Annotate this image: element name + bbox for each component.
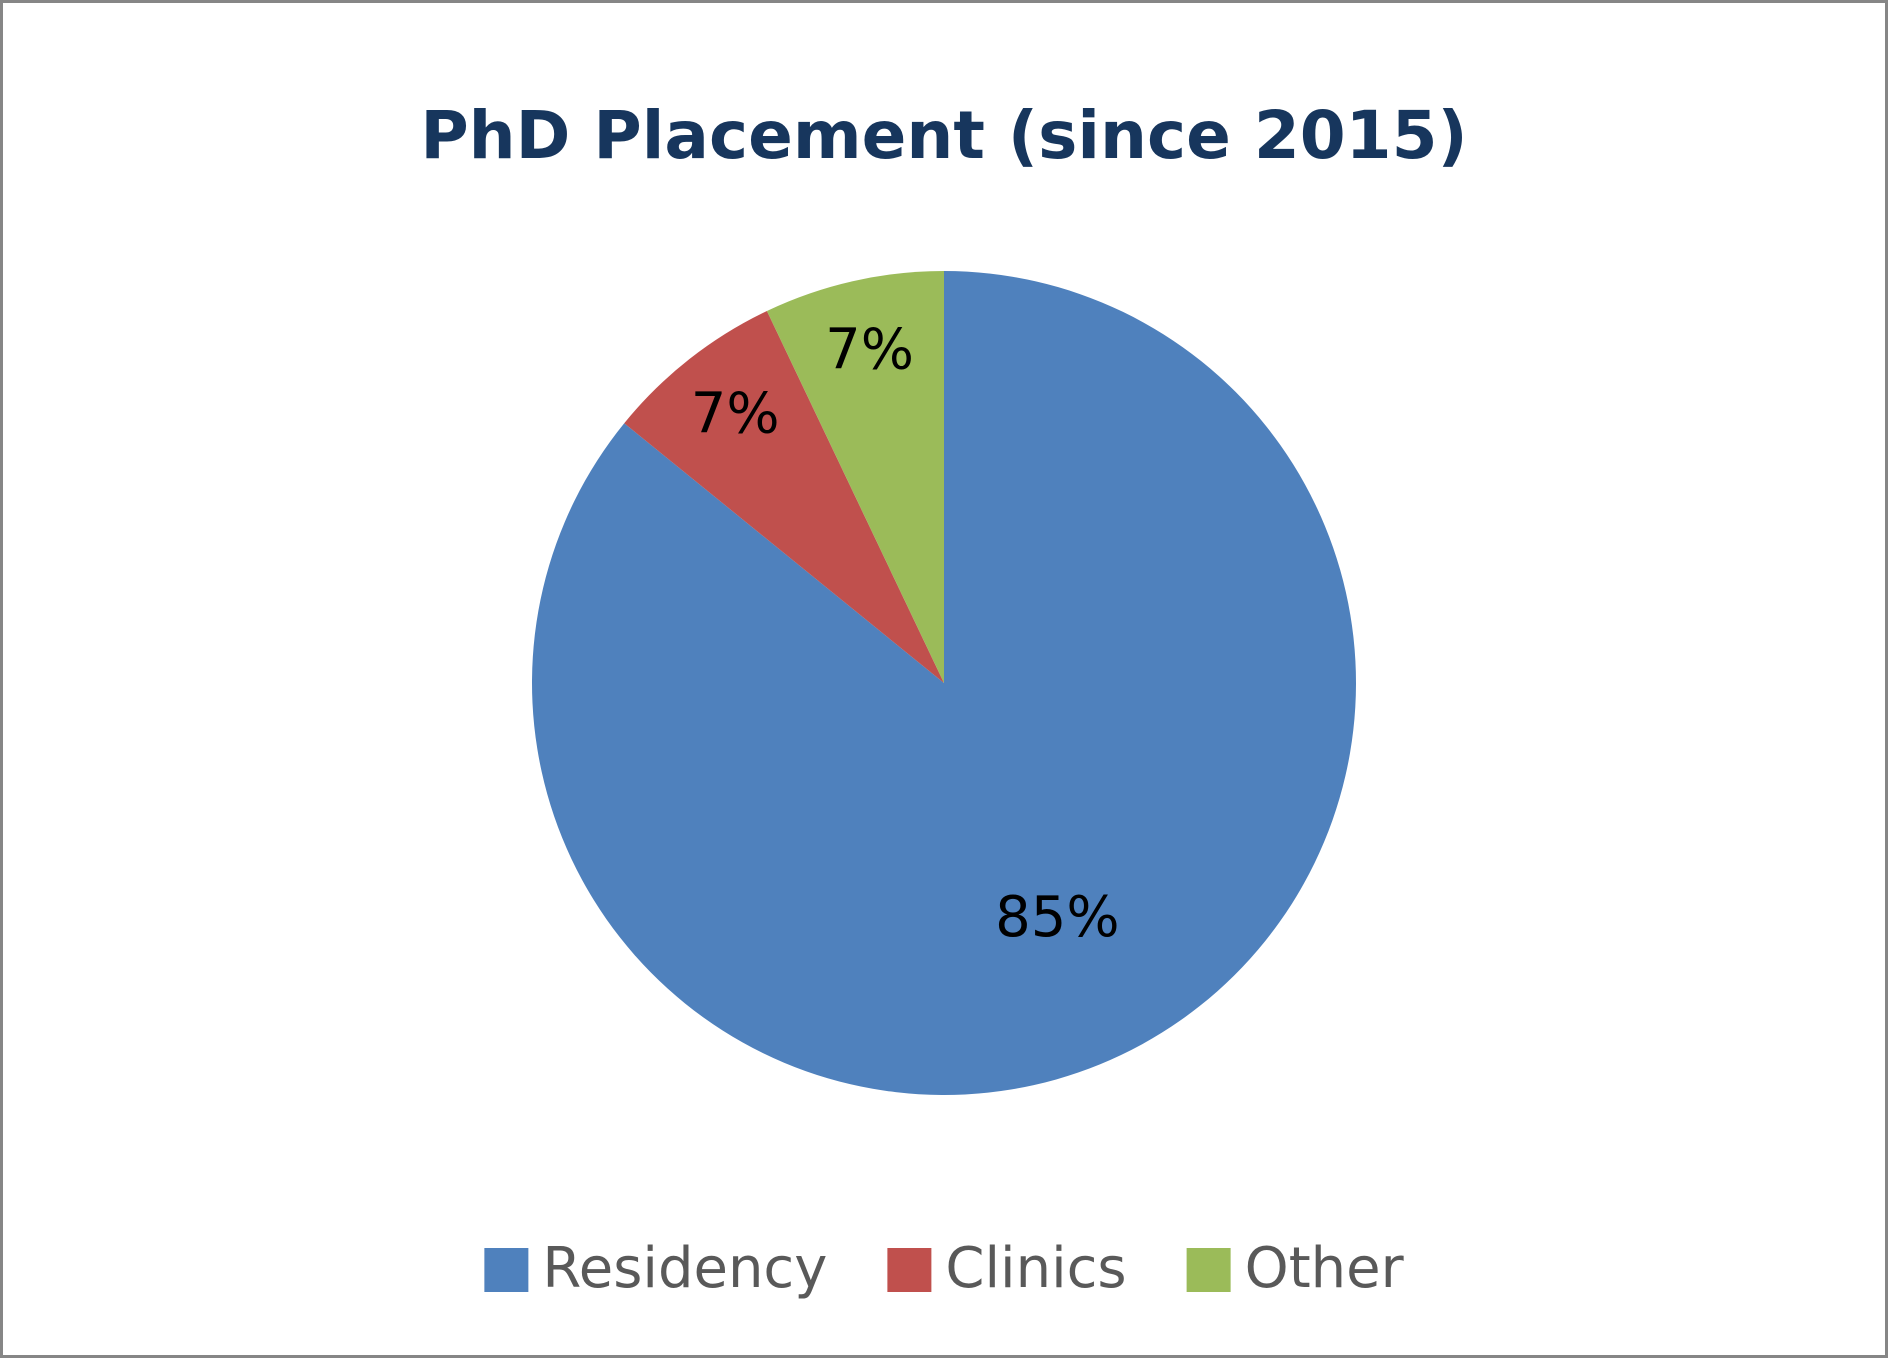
legend-label: Other xyxy=(1245,1236,1405,1301)
pie-slice xyxy=(766,271,944,683)
data-label: 7% xyxy=(691,382,780,447)
data-label: 85% xyxy=(995,885,1119,950)
legend-label: Residency xyxy=(542,1236,827,1301)
data-label: 7% xyxy=(825,318,914,383)
pie-slice xyxy=(624,310,944,683)
legend-swatch xyxy=(1186,1248,1231,1292)
legend-swatch xyxy=(484,1248,529,1292)
pie-slice xyxy=(531,271,1356,1096)
legend-swatch xyxy=(887,1248,932,1292)
chart-title: PhD Placement (since 2015) xyxy=(420,97,1467,174)
legend-label: Clinics xyxy=(945,1236,1126,1301)
